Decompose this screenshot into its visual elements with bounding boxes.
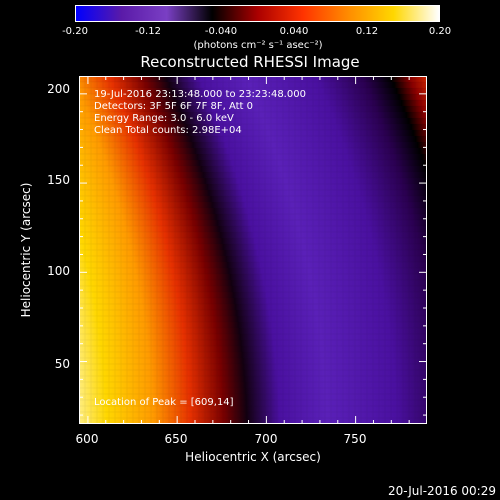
colorbar: [75, 5, 440, 22]
chart-title: Reconstructed RHESSI Image: [140, 53, 360, 71]
colorbar-unit: (photons cm⁻² s⁻¹ asec⁻²): [193, 40, 323, 51]
colorbar-tick-label: 0.20: [428, 26, 452, 37]
y-tick-label: 50: [54, 357, 70, 371]
y-axis-label: Heliocentric Y (arcsec): [19, 182, 33, 318]
annotation-time-range: 19-Jul-2016 23:13:48.000 to 23:23:48.000: [94, 89, 306, 100]
x-tick-label: 650: [164, 432, 188, 446]
x-axis-label: Heliocentric X (arcsec): [185, 450, 321, 464]
plot-axes: [79, 76, 427, 424]
colorbar-tick-label: -0.040: [204, 26, 238, 37]
colorbar-tick-label: -0.20: [62, 26, 88, 37]
y-tick-label: 100: [47, 264, 70, 278]
y-tick-label: 150: [47, 173, 70, 187]
x-tick-label: 600: [75, 432, 99, 446]
colorbar-tick-label: 0.12: [355, 26, 379, 37]
x-tick-label: 700: [254, 432, 278, 446]
annotation-counts: Clean Total counts: 2.98E+04: [94, 125, 242, 136]
y-tick-label: 200: [47, 82, 70, 96]
annotation-energy-range: Energy Range: 3.0 - 6.0 keV: [94, 113, 234, 124]
annotation-peak-location: Location of Peak = [609,14]: [94, 397, 234, 408]
x-tick-label: 750: [343, 432, 367, 446]
pixel-grid: [79, 76, 427, 424]
colorbar-tick-label: -0.12: [135, 26, 161, 37]
heatmap-plot: [79, 76, 427, 424]
annotation-detectors: Detectors: 3F 5F 6F 7F 8F, Att 0: [94, 101, 254, 112]
plot-frame: [79, 76, 427, 424]
colorbar-tick-label: 0.040: [279, 26, 309, 37]
timestamp: 20-Jul-2016 00:29: [387, 484, 496, 498]
